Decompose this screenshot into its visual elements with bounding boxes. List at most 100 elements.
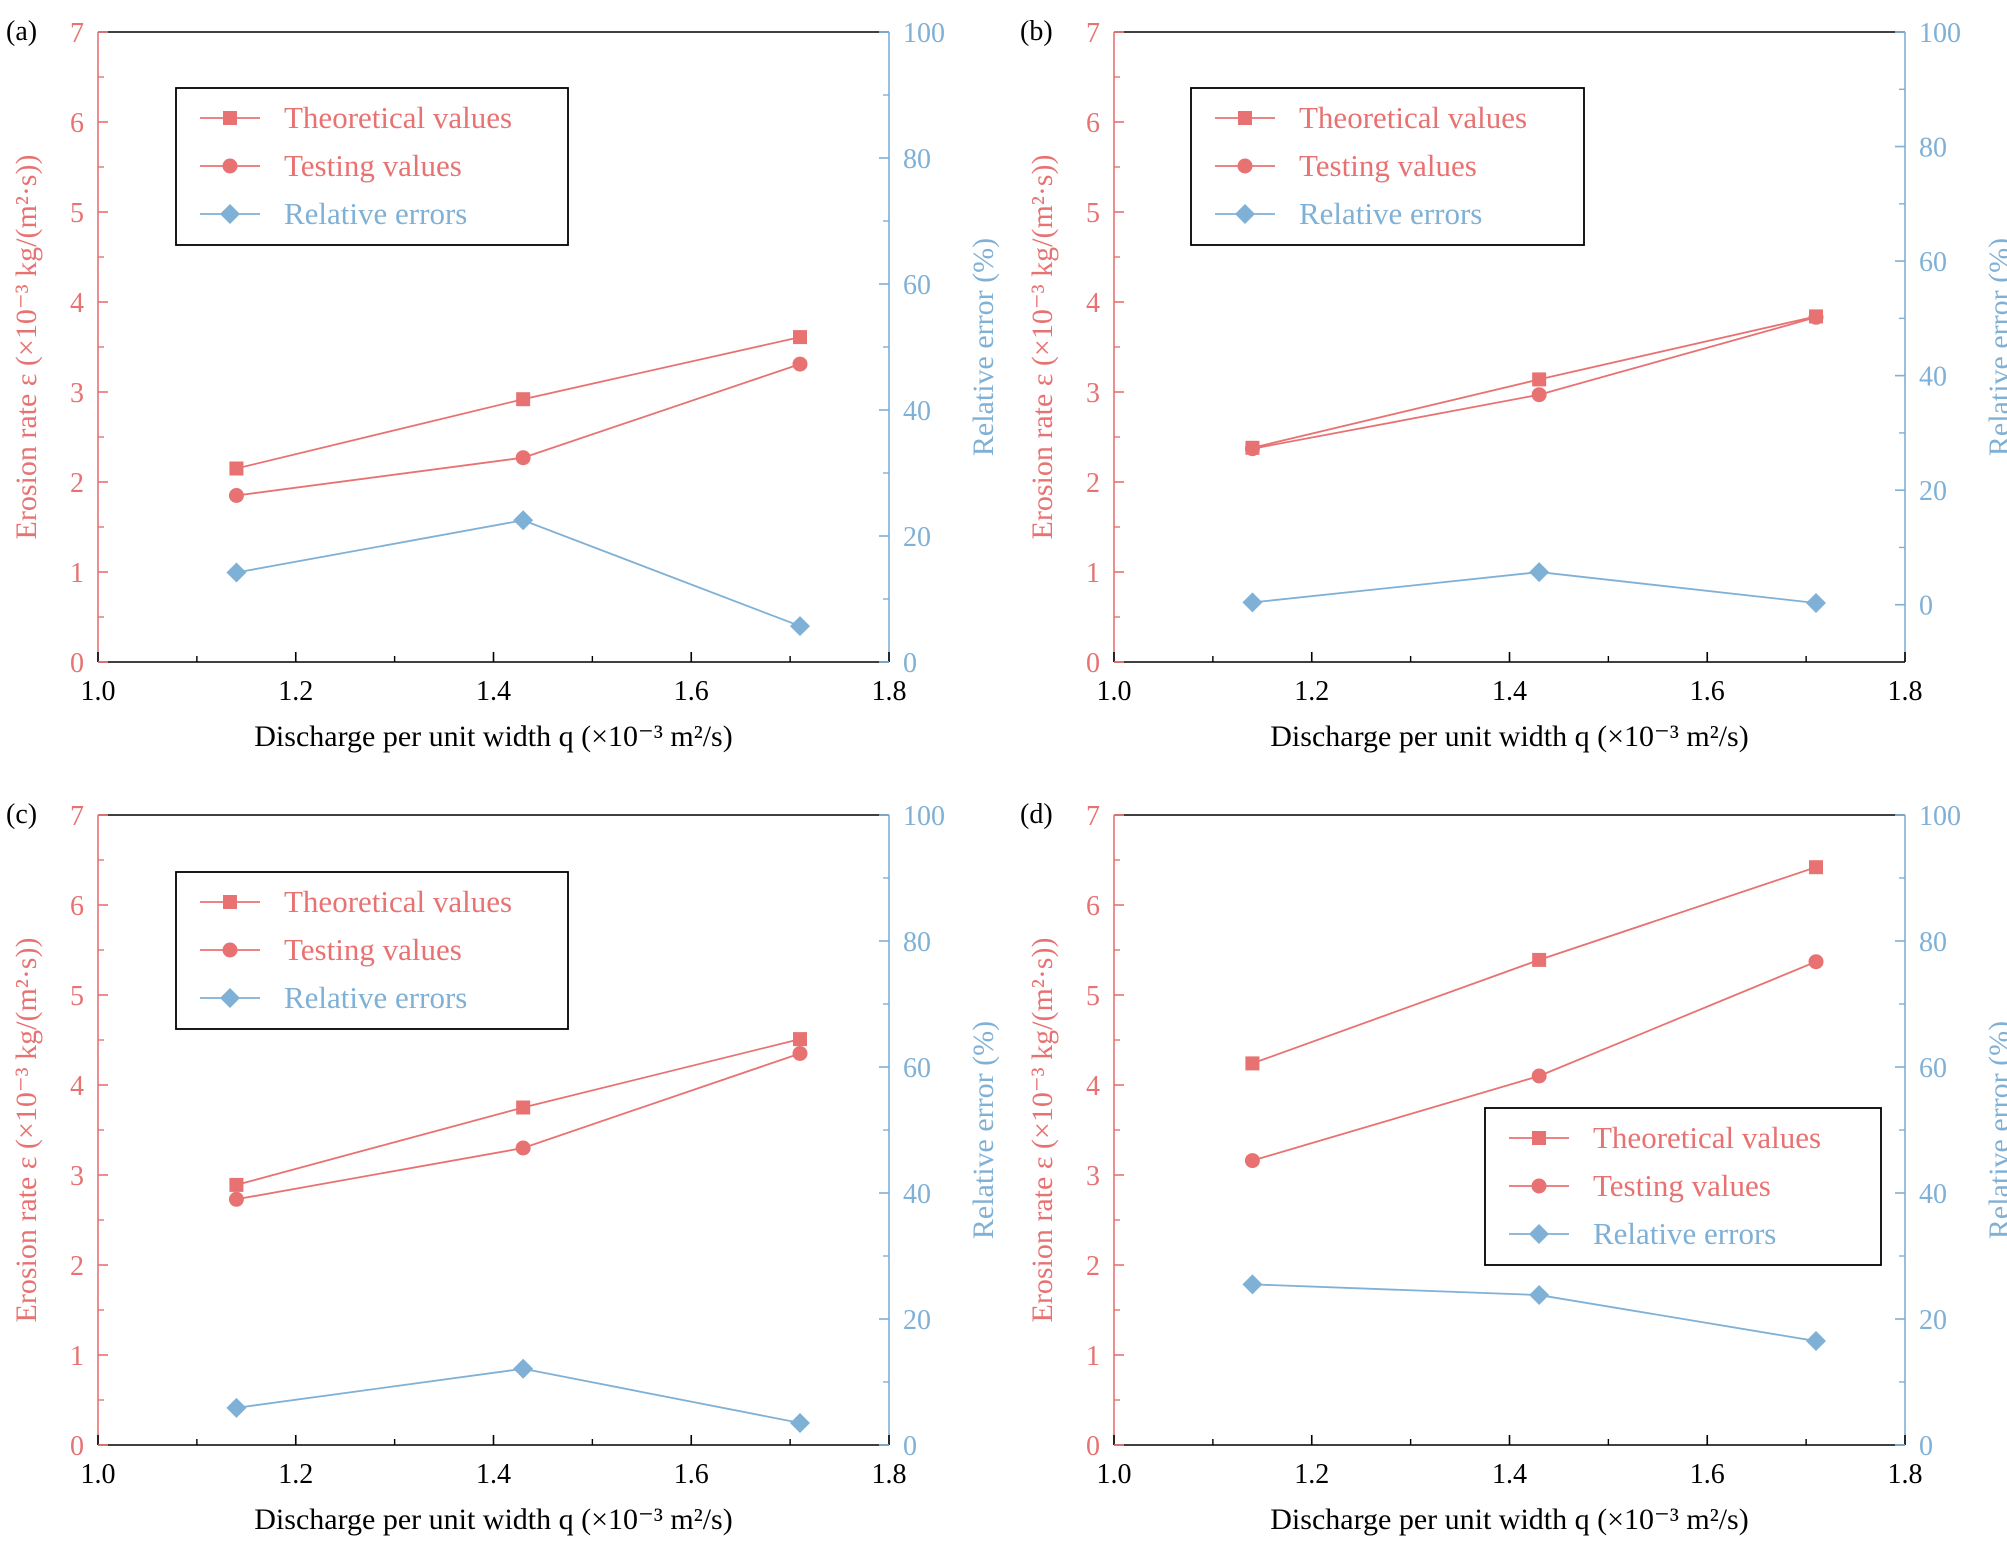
legend: Theoretical values Testing values Relative…	[175, 87, 569, 246]
x-tick-label: 1.8	[1888, 1459, 1923, 1490]
y-right-tick-label: 80	[1919, 133, 1947, 164]
series-relative-errors	[226, 510, 811, 637]
y-right-tick-label: 0	[1919, 591, 1933, 622]
series-line	[236, 1367, 801, 1424]
data-point	[229, 1177, 244, 1192]
legend-marker	[223, 895, 237, 909]
y-left-tick-label: 3	[70, 378, 84, 409]
y-left-tick-label: 2	[70, 468, 84, 499]
data-point	[1808, 309, 1824, 325]
y-left-tick-label: 1	[70, 558, 84, 589]
y-right-axis-label: Relative error (%)	[967, 1021, 1000, 1239]
data-point	[1244, 441, 1260, 457]
x-tick-label: 1.8	[1888, 676, 1923, 707]
series-theoretical-values	[229, 330, 808, 476]
data-point	[1245, 1056, 1260, 1071]
series-theoretical-values	[229, 1032, 808, 1192]
x-tick-label: 1.0	[81, 676, 116, 707]
x-tick-label: 1.0	[81, 1459, 116, 1490]
data-point	[1531, 1068, 1547, 1084]
legend-marker	[222, 158, 238, 174]
x-tick-label: 1.0	[1097, 676, 1132, 707]
data-point	[229, 461, 244, 476]
y-right-tick-label: 60	[1919, 1053, 1947, 1084]
y-left-tick-label: 3	[1086, 1161, 1100, 1192]
legend-marker	[220, 988, 240, 1008]
legend-marker	[222, 942, 238, 958]
y-right-tick-label: 60	[903, 270, 931, 301]
series-relative-errors	[1242, 1274, 1827, 1352]
data-point	[1806, 1331, 1827, 1352]
y-right-tick-label: 40	[1919, 362, 1947, 393]
data-point	[513, 1358, 534, 1379]
y-right-tick-label: 80	[903, 927, 931, 958]
legend-label: Theoretical values	[1299, 100, 1527, 135]
y-left-tick-label: 6	[70, 891, 84, 922]
legend-label: Relative errors	[284, 196, 467, 231]
data-point	[1242, 1274, 1263, 1295]
y-left-tick-label: 2	[1086, 1251, 1100, 1282]
panel-label: (a)	[6, 16, 37, 47]
x-tick-label: 1.2	[1294, 1459, 1329, 1490]
y-right-tick-label: 0	[1919, 1431, 1933, 1462]
legend-label: Relative errors	[1593, 1216, 1776, 1251]
series-line	[236, 519, 801, 627]
x-tick-label: 1.4	[1492, 676, 1527, 707]
series-testing-values	[228, 1046, 808, 1207]
panel-label: (d)	[1020, 799, 1053, 830]
legend-marker	[1529, 1224, 1549, 1244]
series-theoretical-values	[1245, 860, 1824, 1071]
data-point	[516, 392, 531, 407]
legend-box	[175, 871, 569, 1030]
x-tick-label: 1.2	[278, 1459, 313, 1490]
data-point	[515, 1140, 531, 1156]
series-testing-values	[1244, 309, 1824, 457]
series-relative-errors	[1242, 562, 1827, 614]
data-point	[226, 1397, 247, 1418]
panel-a: (a)1.0 1.2 1.4 1.6 1.801234567020406080100Di…	[6, 16, 1000, 753]
x-tick-label: 1.8	[872, 1459, 907, 1490]
y-right-tick-label: 20	[903, 522, 931, 553]
y-left-tick-label: 1	[70, 1341, 84, 1372]
legend: Theoretical values Testing values Relative…	[1190, 87, 1585, 246]
y-left-tick-label: 7	[70, 18, 84, 49]
legend-label: Theoretical values	[1593, 1120, 1821, 1155]
series-line	[236, 1052, 801, 1201]
data-point	[1806, 593, 1827, 614]
y-left-tick-label: 6	[1086, 108, 1100, 139]
legend-label: Relative errors	[1299, 196, 1482, 231]
x-tick-label: 1.0	[1097, 1459, 1132, 1490]
y-left-tick-label: 2	[1086, 468, 1100, 499]
data-point	[228, 1191, 244, 1207]
y-left-axis-label: Erosion rate ε (×10⁻³ kg/(m²·s))	[10, 938, 43, 1323]
y-right-tick-label: 80	[1919, 927, 1947, 958]
x-tick-label: 1.2	[278, 676, 313, 707]
x-tick-label: 1.4	[1492, 1459, 1527, 1490]
y-right-axis-label: Relative error (%)	[1983, 1021, 2007, 1239]
y-right-tick-label: 60	[1919, 247, 1947, 278]
series-testing-values	[1244, 954, 1824, 1169]
x-tick-label: 1.6	[674, 1459, 709, 1490]
legend-label: Theoretical values	[284, 100, 512, 135]
panel-c: (c)1.0 1.2 1.4 1.6 1.801234567020406080100Di…	[6, 799, 1000, 1536]
y-right-tick-label: 40	[903, 1179, 931, 1210]
y-left-axis-label: Erosion rate ε (×10⁻³ kg/(m²·s))	[1026, 938, 1059, 1323]
y-left-axis-label: Erosion rate ε (×10⁻³ kg/(m²·s))	[10, 155, 43, 540]
panel-label: (c)	[6, 799, 37, 830]
x-axis-label: Discharge per unit width q (×10⁻³ m²/s)	[254, 720, 732, 753]
y-left-tick-label: 7	[1086, 18, 1100, 49]
x-axis-label: Discharge per unit width q (×10⁻³ m²/s)	[254, 1503, 732, 1536]
series-relative-errors	[226, 1358, 811, 1433]
x-tick-label: 1.2	[1294, 676, 1329, 707]
x-tick-label: 1.4	[476, 676, 511, 707]
legend-label: Testing values	[284, 932, 462, 967]
y-right-tick-label: 20	[1919, 476, 1947, 507]
y-right-tick-label: 80	[903, 144, 931, 175]
y-left-tick-label: 4	[70, 1071, 84, 1102]
legend: Theoretical values Testing values Relative…	[175, 871, 569, 1030]
legend-label: Testing values	[1299, 148, 1477, 183]
y-left-tick-label: 5	[70, 198, 84, 229]
data-point	[226, 562, 247, 583]
y-left-tick-label: 6	[1086, 891, 1100, 922]
